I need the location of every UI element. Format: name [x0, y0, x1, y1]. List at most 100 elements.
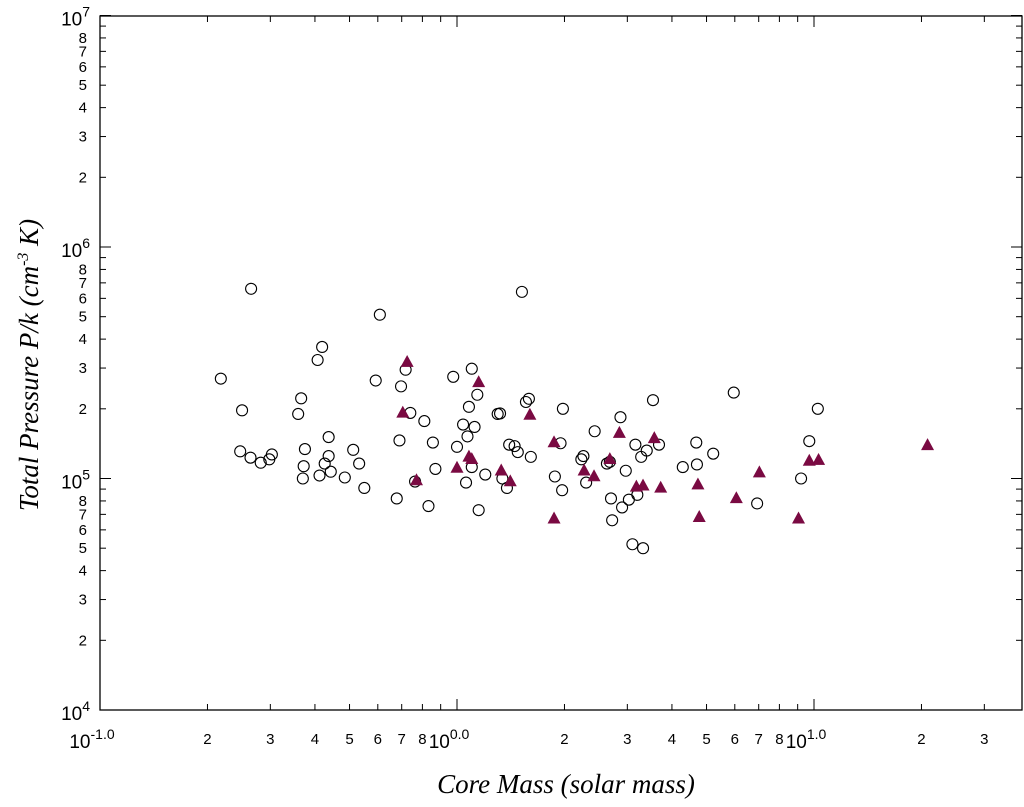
data-point-circle: [580, 476, 593, 489]
data-point-circle: [575, 453, 588, 466]
y-minor-tick-label: 2: [79, 632, 87, 649]
y-major-tick-label: 107: [61, 4, 90, 31]
y-major-tick-label-exponent: 5: [82, 467, 90, 483]
data-point-triangle: [812, 452, 826, 465]
data-point-circle: [347, 443, 360, 456]
x-minor-tick-label: 2: [560, 731, 568, 748]
data-point-circle: [629, 438, 642, 451]
data-point-circle: [394, 380, 408, 393]
data-point-circle: [369, 374, 382, 387]
data-point-circle: [479, 468, 492, 481]
data-point-circle: [338, 471, 351, 484]
data-point-circle: [636, 542, 650, 555]
data-point-triangle: [647, 431, 661, 444]
y-major-tick-label-base: 10: [61, 10, 82, 31]
y-minor-tick-label: 8: [79, 493, 87, 510]
data-point-circle: [462, 400, 475, 413]
y-major-tick-label-exponent: 6: [82, 235, 90, 251]
x-minor-tick-label: 4: [668, 731, 676, 748]
y-axis-title-main: Total Pressure P/k (cm: [14, 266, 44, 511]
data-point-circle: [426, 436, 439, 449]
y-minor-tick-label: 2: [79, 169, 87, 186]
data-point-circle: [461, 430, 474, 443]
data-point-circle: [265, 448, 278, 461]
data-point-circle: [296, 472, 309, 485]
x-minor-tick-label: 6: [374, 731, 382, 748]
x-axis-title: Core Mass (solar mass): [437, 769, 695, 799]
data-point-circle: [322, 431, 335, 444]
y-minor-tick-label: 7: [79, 43, 87, 60]
x-major-tick-label: 101.0: [786, 726, 827, 753]
x-major-tick-label-exponent: 0.0: [450, 726, 470, 742]
x-major-tick-label-exponent: -1.0: [91, 726, 115, 742]
plot-frame: [99, 15, 1023, 711]
y-minor-tick-label: 2: [79, 401, 87, 418]
y-major-tick-label: 105: [61, 467, 90, 494]
data-point-triangle: [691, 477, 705, 490]
y-minor-tick-label: 6: [79, 522, 87, 539]
data-point-circle: [459, 476, 473, 489]
x-minor-tick-label: 6: [731, 731, 739, 748]
data-point-circle: [652, 438, 666, 451]
data-point-circle: [493, 407, 507, 420]
data-point-circle: [358, 481, 371, 495]
data-point-circle: [311, 353, 324, 367]
y-major-tick-label-base: 10: [61, 473, 82, 494]
y-minor-tick-label: 4: [79, 100, 87, 117]
data-point-circle: [803, 435, 816, 448]
x-major-tick-label-exponent: 1.0: [807, 726, 827, 742]
data-point-circle: [450, 440, 464, 453]
x-minor-tick-label: 5: [345, 731, 353, 748]
data-point-circle: [795, 472, 808, 485]
data-point-triangle: [729, 491, 743, 504]
data-point-circle: [619, 464, 632, 477]
data-point-circle: [690, 458, 703, 471]
data-point-circle: [322, 450, 335, 463]
data-point-circle: [457, 418, 470, 431]
data-point-circle: [577, 450, 590, 463]
x-minor-tick-label: 8: [418, 731, 426, 748]
data-point-circle: [465, 362, 478, 375]
data-point-triangle: [654, 480, 668, 493]
data-point-circle: [234, 445, 247, 458]
data-point-circle: [614, 411, 627, 424]
data-point-circle: [390, 492, 403, 505]
data-point-circle: [318, 457, 331, 470]
data-point-triangle: [450, 460, 464, 473]
y-minor-tick-label: 5: [79, 309, 87, 326]
y-axis-title-tail: K): [14, 219, 44, 253]
data-point-triangle: [523, 407, 537, 420]
y-axis-title: Total Pressure P/k (cm-3 K): [14, 219, 44, 511]
y-major-tick-label: 106: [61, 235, 90, 262]
data-point-circle: [640, 444, 653, 457]
data-point-triangle: [409, 473, 423, 486]
data-point-circle: [214, 372, 227, 385]
data-point-circle: [508, 440, 521, 453]
y-minor-tick-label: 6: [79, 59, 87, 76]
data-point-circle: [751, 497, 764, 510]
data-point-circle: [588, 425, 601, 438]
data-point-circle: [298, 443, 311, 456]
data-point-circle: [707, 447, 720, 460]
x-minor-tick-label: 4: [311, 731, 319, 748]
data-point-circle: [316, 340, 329, 354]
data-point-circle: [811, 402, 824, 415]
data-point-circle: [418, 415, 431, 428]
y-minor-tick-label: 5: [79, 540, 87, 557]
data-point-triangle: [612, 425, 626, 438]
data-point-circle: [635, 450, 648, 463]
x-minor-tick-label: 7: [755, 731, 763, 748]
y-minor-tick-label: 3: [79, 129, 87, 146]
data-point-circle: [429, 462, 442, 475]
x-minor-tick-label: 3: [623, 731, 631, 748]
data-point-circle: [524, 450, 537, 463]
data-point-circle: [556, 484, 569, 497]
x-minor-tick-label: 7: [398, 731, 406, 748]
data-point-circle: [646, 394, 660, 407]
data-point-triangle: [752, 465, 766, 478]
y-major-tick-label-base: 10: [61, 704, 82, 725]
y-major-tick-label-exponent: 4: [82, 698, 90, 714]
data-point-circle: [245, 282, 258, 295]
data-point-circle: [548, 470, 561, 483]
